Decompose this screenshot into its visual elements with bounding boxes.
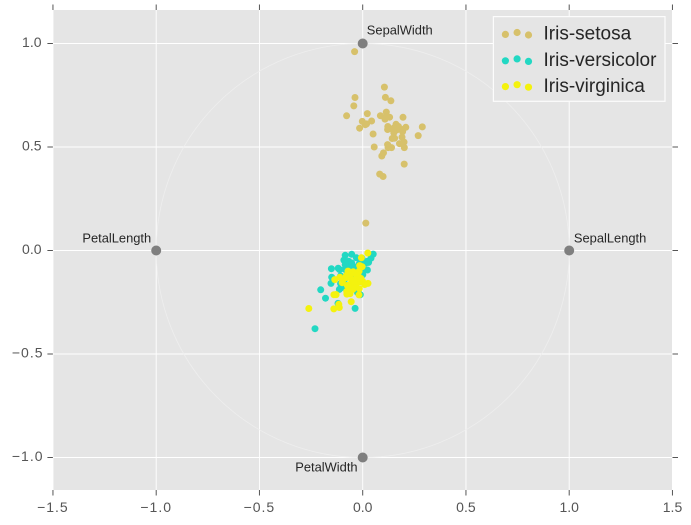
svg-text:Iris-setosa: Iris-setosa [544,24,632,45]
svg-text:−1.0: −1.0 [12,448,44,464]
svg-text:0.5: 0.5 [22,137,42,153]
svg-text:SepalLength: SepalLength [574,231,646,246]
svg-text:Iris-versicolor: Iris-versicolor [544,50,658,71]
svg-text:−0.5: −0.5 [244,499,276,515]
svg-text:0.5: 0.5 [456,499,476,515]
svg-text:0.0: 0.0 [22,241,42,257]
svg-text:SepalWidth: SepalWidth [367,22,433,37]
svg-text:PetalLength: PetalLength [82,231,151,246]
svg-text:1.0: 1.0 [559,499,579,515]
svg-text:Iris-virginica: Iris-virginica [544,76,646,97]
svg-text:1.0: 1.0 [22,34,42,50]
svg-text:−1.0: −1.0 [140,499,172,515]
svg-text:1.5: 1.5 [663,499,683,515]
svg-text:PetalWidth: PetalWidth [295,460,357,475]
svg-text:0.0: 0.0 [353,499,373,515]
svg-text:−1.5: −1.5 [37,499,69,515]
svg-text:−0.5: −0.5 [12,344,44,360]
